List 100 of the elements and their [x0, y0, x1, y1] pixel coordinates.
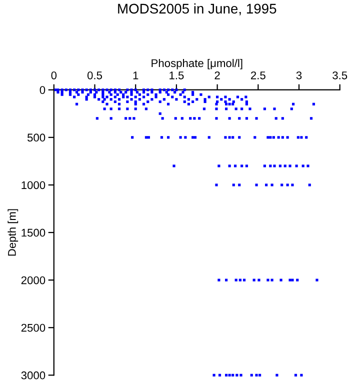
- point: [174, 117, 177, 120]
- point: [191, 90, 194, 94]
- point: [215, 117, 218, 120]
- point: [142, 102, 146, 106]
- point: [258, 278, 260, 282]
- point: [114, 88, 116, 92]
- point: [146, 93, 150, 96]
- point: [126, 100, 129, 104]
- point: [240, 374, 242, 376]
- point: [89, 90, 92, 94]
- point: [224, 96, 227, 98]
- point: [255, 374, 258, 376]
- point: [218, 374, 222, 376]
- point: [68, 93, 72, 96]
- point: [270, 184, 274, 186]
- point: [150, 98, 154, 101]
- point: [171, 96, 174, 98]
- x-tick-label: 0: [51, 71, 57, 80]
- point: [118, 108, 121, 110]
- point: [85, 96, 88, 98]
- point: [114, 100, 116, 104]
- point: [166, 136, 170, 139]
- point: [110, 88, 112, 92]
- point: [130, 88, 133, 92]
- point: [277, 136, 280, 139]
- point: [158, 112, 162, 115]
- point: [238, 184, 241, 186]
- point: [296, 136, 300, 139]
- point: [272, 136, 275, 139]
- point: [114, 90, 116, 94]
- point: [250, 374, 253, 376]
- point: [284, 164, 286, 168]
- point: [73, 88, 76, 92]
- point: [266, 136, 270, 139]
- point: [183, 100, 186, 104]
- point: [166, 93, 170, 96]
- point: [118, 88, 121, 92]
- x-tick-label: 3: [296, 71, 302, 80]
- point: [228, 98, 231, 101]
- point: [147, 136, 150, 139]
- point: [218, 164, 220, 168]
- point: [179, 136, 182, 139]
- point: [126, 96, 129, 98]
- point: [234, 108, 238, 110]
- point: [290, 108, 293, 110]
- point: [240, 98, 244, 101]
- point: [98, 98, 100, 101]
- point: [138, 93, 141, 96]
- point: [216, 96, 219, 98]
- point: [154, 96, 158, 98]
- point: [184, 136, 187, 139]
- point: [224, 136, 227, 139]
- point: [103, 108, 106, 110]
- y-tick-label: 3000: [21, 371, 46, 380]
- point: [310, 117, 313, 120]
- point: [165, 90, 168, 94]
- point: [255, 184, 258, 186]
- point: [77, 88, 80, 92]
- point: [300, 374, 303, 376]
- point: [228, 164, 231, 168]
- point: [242, 278, 246, 282]
- point: [108, 90, 111, 94]
- point: [276, 374, 278, 376]
- point: [258, 374, 262, 376]
- point: [228, 102, 231, 106]
- y-tick-label: 1000: [22, 181, 46, 190]
- point: [171, 88, 174, 92]
- point: [130, 90, 133, 94]
- point: [110, 117, 112, 120]
- point: [118, 102, 121, 106]
- point: [280, 278, 282, 282]
- point: [232, 100, 235, 104]
- point: [234, 278, 238, 282]
- point: [75, 102, 78, 106]
- point: [106, 102, 108, 106]
- y-axis-title: Depth [m]: [8, 209, 18, 256]
- point: [60, 90, 64, 94]
- point: [232, 184, 235, 186]
- point: [106, 96, 108, 98]
- point: [189, 117, 192, 120]
- point: [106, 88, 108, 92]
- point: [81, 88, 84, 92]
- point: [191, 100, 194, 104]
- point: [81, 90, 84, 94]
- point: [158, 100, 162, 104]
- point: [245, 102, 248, 106]
- y-tick-label: 2500: [21, 324, 46, 332]
- point: [288, 164, 292, 168]
- point: [252, 278, 256, 282]
- point: [166, 88, 170, 92]
- x-tick-label: 3.5: [332, 71, 348, 80]
- point: [102, 90, 104, 94]
- point: [166, 102, 170, 106]
- point: [96, 117, 98, 120]
- point: [187, 102, 190, 106]
- point: [132, 117, 136, 120]
- point: [118, 98, 121, 101]
- point: [270, 278, 274, 282]
- point: [312, 102, 316, 106]
- point: [295, 164, 298, 168]
